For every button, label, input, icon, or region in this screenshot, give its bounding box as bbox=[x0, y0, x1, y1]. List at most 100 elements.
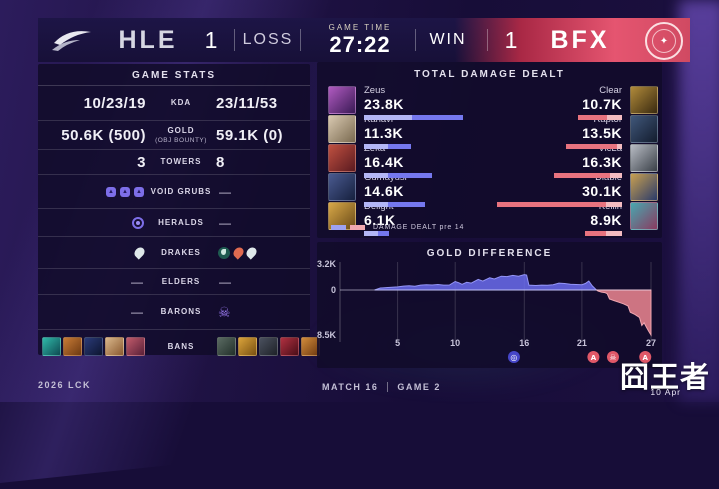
drake-cloud-icon bbox=[132, 245, 147, 260]
player-info: Clear 10.7K bbox=[578, 85, 622, 120]
pre14-segment bbox=[610, 172, 622, 178]
dash: — bbox=[131, 305, 143, 319]
stat-right-value: — bbox=[216, 216, 310, 230]
hle-swoosh-icon bbox=[52, 31, 91, 51]
herald-event-icon bbox=[507, 351, 520, 363]
grub-icon: ▲ bbox=[106, 186, 116, 197]
ban-portrait bbox=[84, 337, 103, 356]
bfx-seal-icon: ✦ bbox=[652, 29, 676, 53]
player-damage-value: 16.4K bbox=[364, 154, 404, 171]
stat-row-drakes: DRAKES bbox=[38, 237, 310, 269]
stat-label-heralds: HERALDS bbox=[146, 218, 216, 228]
stat-label-text: BARONS bbox=[160, 307, 202, 316]
pre14-segment bbox=[605, 201, 622, 207]
ylabel-zero: 0 bbox=[331, 285, 336, 295]
team-name-hle: HLE bbox=[118, 25, 178, 54]
atakhan-event-icon bbox=[639, 351, 652, 363]
player-info: Kellin8.9K bbox=[585, 201, 622, 236]
game-number: GAME 2 bbox=[397, 382, 441, 392]
damage-row-kanavi: Kanavi11.3K bbox=[317, 114, 463, 149]
player-info: Diable30.1K bbox=[497, 172, 622, 207]
score-header-bar: HLE 1 LOSS GAME TIME 27:22 WIN 1 BFX ✦ bbox=[38, 18, 690, 62]
legend-red-swatch bbox=[350, 225, 365, 230]
player-info: VicLa16.3K bbox=[554, 143, 622, 178]
stat-right-value: 23/11/53 bbox=[216, 94, 278, 112]
stat-label-text: DRAKES bbox=[161, 247, 201, 257]
ban-portrait bbox=[42, 337, 61, 356]
ylabel-top: 3.2K bbox=[317, 259, 336, 269]
damage-bar bbox=[578, 114, 622, 120]
gold-difference-panel: GOLD DIFFERENCE 3.2K 0 8.5K 5 10 16 21 27 ◎ A ☠ A bbox=[317, 242, 662, 368]
xtick-10: 10 bbox=[450, 338, 460, 348]
damage-bar bbox=[554, 172, 622, 178]
ban-portrait bbox=[126, 337, 145, 356]
xtick-5: 5 bbox=[395, 338, 400, 348]
stat-label-towers: TOWERS bbox=[146, 157, 216, 167]
date-label: 10 Apr bbox=[650, 387, 681, 397]
drake-infernal-icon bbox=[231, 245, 246, 260]
atakhan-event-glyph: A bbox=[591, 354, 597, 362]
baron-event-icon bbox=[606, 351, 619, 363]
total-damage-panel: TOTAL DAMAGE DEALT Zeus23.8KKanavi11.3KZ… bbox=[317, 62, 662, 238]
score-hle: 1 bbox=[204, 26, 218, 53]
stat-left-value: ▲ ▲ ▲ bbox=[38, 186, 146, 197]
player-info: Raptor13.5K bbox=[566, 114, 622, 149]
stat-label-void-grubs: VOID GRUBS bbox=[146, 187, 216, 197]
header-divider bbox=[300, 29, 301, 51]
player-info: Kanavi11.3K bbox=[364, 114, 411, 149]
stat-right-value: 59.1K (0) bbox=[216, 126, 284, 144]
xtick-16: 16 bbox=[519, 338, 529, 348]
pre14-segment bbox=[364, 172, 388, 178]
stat-left-value bbox=[38, 216, 146, 229]
champion-portrait bbox=[630, 173, 658, 201]
stat-left-value: — bbox=[38, 305, 146, 319]
pre14-segment bbox=[364, 201, 389, 207]
hle-logo bbox=[42, 18, 102, 62]
team-name-bfx: BFX bbox=[550, 25, 610, 54]
player-info: Gumayusi14.6K bbox=[364, 172, 425, 207]
ban-portrait bbox=[105, 337, 124, 356]
league-label: 2026 LCK bbox=[38, 380, 92, 390]
damage-row-clear: Clear 10.7K bbox=[497, 85, 662, 120]
game-stats-panel: GAME STATS 10/23/19 KDA 23/11/53 50.6K (500… bbox=[38, 64, 320, 356]
match-game-label: MATCH 16 GAME 2 bbox=[322, 382, 441, 392]
legend-label: DAMAGE DEALT pre 14 bbox=[373, 224, 465, 231]
pre14-segment bbox=[364, 230, 378, 236]
damage-left-team: Zeus23.8KKanavi11.3KZeka16.4KGumayusi14.… bbox=[317, 85, 463, 236]
damage-bar bbox=[497, 201, 622, 207]
stat-left-value: 3 bbox=[137, 153, 146, 171]
champion-portrait bbox=[328, 173, 356, 201]
result-loss: LOSS bbox=[242, 31, 294, 48]
header-divider bbox=[234, 29, 235, 51]
pre14-segment bbox=[606, 230, 622, 236]
stat-right-value bbox=[216, 245, 310, 260]
player-name: Clear bbox=[599, 85, 622, 96]
pre14-segment bbox=[616, 143, 622, 149]
dash: — bbox=[131, 274, 143, 289]
stat-label-text: BANS bbox=[167, 341, 195, 351]
player-damage-value: 14.6K bbox=[364, 183, 404, 200]
damage-bar bbox=[566, 143, 622, 149]
grub-icon: ▲ bbox=[134, 186, 144, 197]
gold-lead-area-blue bbox=[374, 274, 598, 291]
player-damage-value: 6.1K bbox=[364, 212, 396, 229]
game-time-value: 27:22 bbox=[329, 32, 391, 57]
damage-bar bbox=[364, 172, 432, 178]
player-damage-value: 11.3K bbox=[364, 125, 404, 142]
stat-label-text: GOLD bbox=[167, 126, 195, 135]
stat-sublabel: (OBJ BOUNTY) bbox=[155, 137, 207, 144]
stat-right-value: — bbox=[216, 275, 310, 289]
player-damage-value: 23.8K bbox=[364, 96, 404, 113]
stat-label-text: HERALDS bbox=[158, 217, 204, 227]
stat-left-value: 10/23/19 bbox=[83, 94, 146, 112]
damage-bar bbox=[364, 114, 463, 120]
pre14-segment bbox=[364, 143, 389, 149]
drake-cloud-icon bbox=[244, 245, 259, 260]
stat-label-kda: KDA bbox=[146, 98, 216, 108]
stat-label-barons: BARONS bbox=[146, 307, 216, 317]
damage-bar bbox=[364, 230, 389, 236]
ylabel-bottom: 8.5K bbox=[317, 330, 336, 340]
stat-right-value bbox=[216, 337, 321, 356]
player-damage-value: 13.5K bbox=[582, 125, 622, 142]
dash: — bbox=[219, 184, 231, 199]
